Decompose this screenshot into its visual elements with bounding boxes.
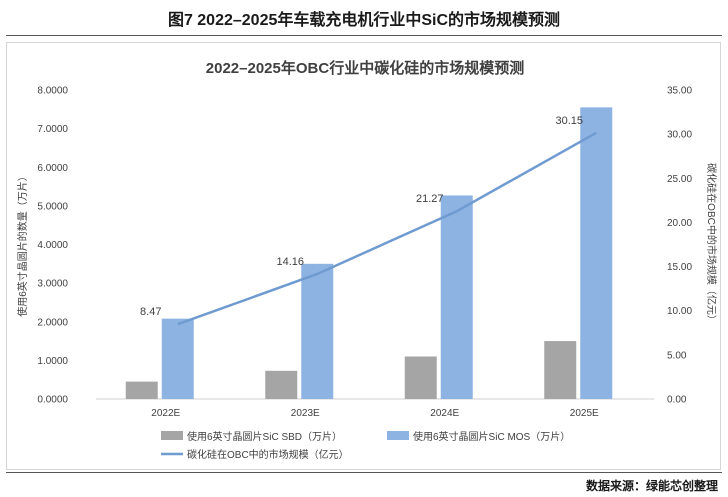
right-tick-label: 10.00 [667,306,692,317]
right-tick-label: 35.00 [667,86,692,97]
right-axis-label: 碳化硅在OBC中的市场规模（亿元） [705,163,718,325]
category-label: 2023E [291,408,320,419]
left-tick-label: 3.0000 [37,279,68,290]
right-tick-label: 25.00 [667,174,692,185]
left-tick-label: 8.0000 [37,86,68,97]
bar-mos [301,263,334,399]
left-tick-label: 7.0000 [37,124,68,135]
right-tick-label: 15.00 [667,262,692,273]
source-note: 数据来源：绿能芯创整理 [585,479,718,493]
bar-mos [580,107,613,399]
left-tick-label: 5.0000 [37,201,68,212]
bar-sbd [265,370,298,399]
category-label: 2024E [430,408,459,419]
bottom-rule [6,472,722,473]
top-rule [6,35,722,36]
left-tick-label: 2.0000 [37,317,68,328]
left-tick-label: 0.0000 [37,395,68,406]
legend-mos-swatch [387,431,409,440]
bar-mos [440,195,473,399]
bar-sbd [125,381,158,399]
plot-area: 0.0000 1.0000 2.0000 3.0000 4.0000 5.0000 6.00… [37,86,692,420]
right-tick-label: 30.00 [667,130,692,141]
left-tick-label: 1.0000 [37,356,68,367]
legend-line-label: 碳化硅在OBC中的市场规模（亿元） [187,448,349,461]
left-tick-label: 4.0000 [37,240,68,251]
right-tick-label: 5.00 [667,350,687,361]
bar-mos [161,318,194,399]
data-label: 21.27 [416,193,444,205]
category-label: 2025E [570,408,599,419]
legend-mos-label: 使用6英寸晶圆片SiC MOS（万片） [413,430,570,443]
data-label: 30.15 [555,115,583,127]
legend-sbd-label: 使用6英寸晶圆片SiC SBD（万片） [187,430,342,443]
legend-sbd-swatch [161,431,183,440]
bar-sbd [544,341,577,399]
right-tick-label: 0.00 [667,395,687,406]
chart-frame [6,42,721,470]
left-axis-label: 使用6英寸晶圆片的数量（万片） [16,171,29,317]
bar-sbd [404,356,437,399]
figure-title: 图7 2022–2025年车载充电机行业中SiC的市场规模预测 [167,12,561,29]
legend: 使用6英寸晶圆片SiC SBD（万片） 使用6英寸晶圆片SiC MOS（万片） … [161,430,570,461]
right-tick-label: 20.00 [667,218,692,229]
data-label: 14.16 [276,256,304,268]
line-market-size [177,131,597,326]
data-label: 8.47 [140,306,161,318]
category-label: 2022E [151,408,180,419]
left-tick-label: 6.0000 [37,163,68,174]
chart-title: 2022–2025年OBC行业中碳化硅的市场规模预测 [206,59,524,77]
